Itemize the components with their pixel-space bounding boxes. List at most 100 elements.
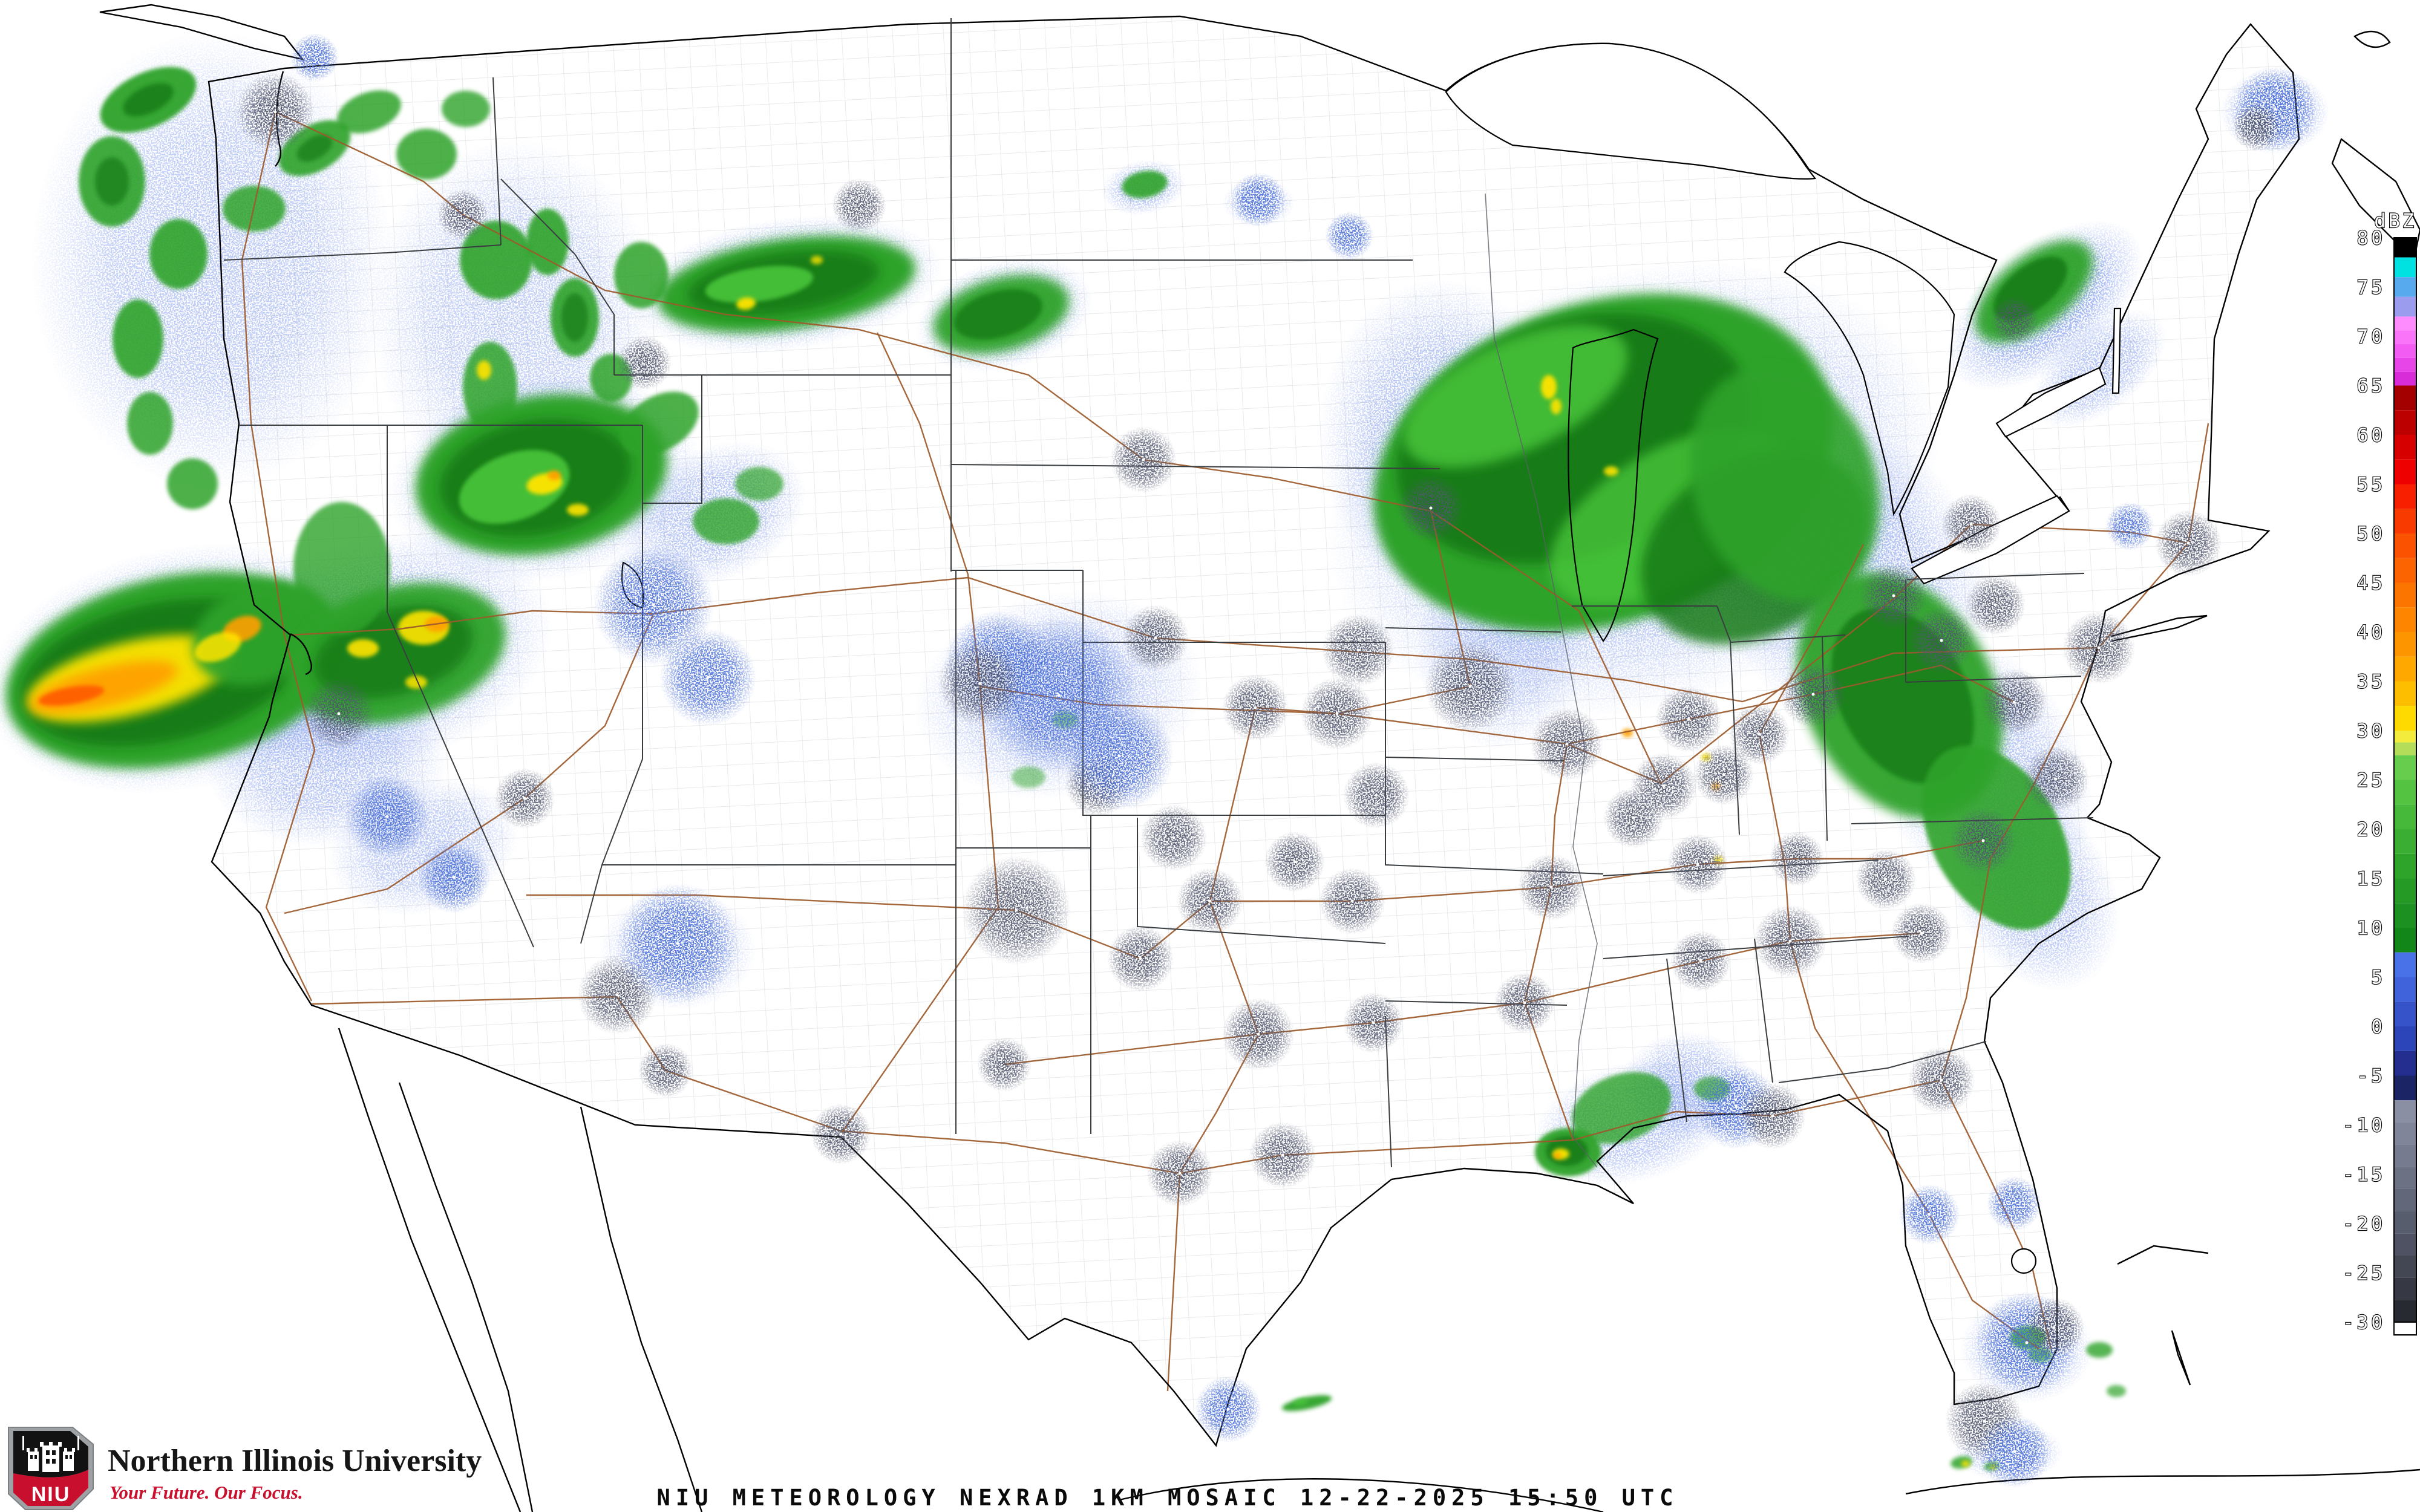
radar-site-center-dot (1293, 860, 1297, 864)
dbz-color-segment (2394, 681, 2416, 706)
dbz-color-segment (2394, 533, 2416, 558)
dbz-tick-label: 65 (2357, 376, 2386, 397)
radar-site-center-dot (839, 1132, 843, 1136)
dbz-colorbar (2393, 237, 2417, 1336)
dbz-tick-label: -30 (2343, 1312, 2386, 1334)
dbz-color-segment (2394, 755, 2416, 780)
dbz-colorbar-white-cap (2393, 1321, 2417, 1336)
dbz-color-segment (2394, 632, 2416, 657)
radar-site-center-dot (2186, 541, 2190, 545)
dbz-colorbar-outline (2393, 237, 2417, 1336)
niu-shield-bottom (13, 1470, 88, 1506)
dbz-tick-label: 0 (2371, 1016, 2386, 1038)
radar-echo (459, 449, 570, 524)
radar-echo (296, 134, 333, 162)
dbz-tick-label: 60 (2357, 425, 2386, 446)
dbz-color-segment (2394, 928, 2416, 953)
mississippi-river (1485, 193, 1598, 1168)
dbz-tick-label: 20 (2357, 819, 2386, 841)
radar-site-center-dot (1142, 458, 1145, 461)
radar-site-center-dot (676, 942, 679, 945)
radar-site-center-dot (1429, 506, 1433, 510)
radar-clutter-layer (236, 33, 2317, 1488)
dbz-color-segment (2394, 316, 2416, 331)
radar-clutter-site (437, 189, 488, 240)
radar-echo (123, 83, 174, 117)
radar-clutter-site (1987, 1176, 2041, 1231)
radar-site-center-dot (1117, 754, 1121, 758)
radar-site-center-dot (1350, 899, 1354, 903)
dbz-color-segment (2394, 1075, 2416, 1101)
radar-site-center-dot (978, 682, 982, 685)
radar-site-center-dot (337, 712, 341, 715)
radar-echo (30, 30, 393, 490)
radar-site-center-dot (652, 603, 655, 607)
radar-site-center-dot (1983, 1419, 1986, 1423)
radar-site-center-dot (2012, 700, 2016, 704)
dbz-tick-label: -15 (2343, 1164, 2386, 1186)
radar-site-center-dot (523, 797, 526, 800)
radar-echo (2107, 1385, 2126, 1397)
radar-echo (477, 360, 491, 380)
dbz-color-segment (2394, 385, 2416, 411)
radar-echo (1551, 399, 1562, 414)
radar-site-center-dot (273, 110, 277, 114)
radar-echo (337, 90, 401, 134)
dbz-color-segment (2394, 607, 2416, 632)
radar-site-center-dot (1015, 908, 1018, 912)
dbz-color-segment (2394, 1051, 2416, 1076)
radar-site-center-dot (1208, 899, 1212, 903)
dbz-color-segment (2394, 1300, 2416, 1322)
radar-site-center-dot (1257, 1032, 1260, 1036)
dbz-color-segment (2394, 582, 2416, 608)
radar-site-center-dot (1565, 742, 1569, 746)
radar-site-center-dot (1928, 1213, 1931, 1216)
dbz-color-segment (2394, 484, 2416, 509)
radar-echo (567, 504, 589, 516)
radar-clutter-site (1770, 832, 1824, 886)
radar-site-center-dot (1696, 862, 1699, 866)
dbz-legend: dBZ 80757065605550454035302520151050-5-1… (2342, 209, 2417, 1336)
radar-site-center-dot (1920, 931, 1923, 935)
dbz-color-segment (2394, 459, 2416, 484)
radar-echo (2086, 1342, 2113, 1358)
dbz-tick-label: -20 (2343, 1213, 2386, 1235)
dbz-color-segment (2394, 804, 2416, 829)
dbz-color-segment (2394, 731, 2416, 743)
radar-echo (1122, 171, 1168, 198)
radar-site-center-dot (1940, 639, 1943, 642)
bahamas (2117, 1245, 2209, 1386)
dbz-color-segment (2394, 558, 2416, 583)
dbz-color-segment (2394, 1277, 2416, 1300)
radar-echo (1554, 1153, 1561, 1159)
dbz-color-segment (2394, 1167, 2416, 1189)
radar-site-center-dot (1281, 1153, 1284, 1157)
dbz-color-segment (2394, 952, 2416, 977)
radar-site-center-dot (1154, 636, 1157, 640)
niu-acronym-label: NIU (31, 1483, 71, 1506)
radar-clutter-site (977, 1037, 1032, 1092)
radar-site-center-dot (1375, 793, 1378, 797)
radar-clutter-site (617, 336, 672, 390)
radar-site-center-dot (1993, 603, 1997, 607)
dbz-tick-label: 15 (2357, 868, 2386, 890)
dbz-color-segment (2394, 410, 2416, 435)
radar-echo (561, 293, 588, 342)
radar-echo (811, 256, 823, 264)
radar-clutter-site (1990, 296, 2039, 345)
radar-site-center-dot (2054, 777, 2058, 781)
dbz-tick-label: 5 (2371, 967, 2386, 989)
radar-echo (167, 458, 218, 509)
dbz-color-segment (2394, 903, 2416, 928)
radar-site-center-dot (452, 875, 456, 879)
radar-site-center-dot (1969, 523, 1973, 526)
radar-site-center-dot (1981, 839, 1985, 842)
dbz-tick-label: 25 (2357, 770, 2386, 792)
radar-echo (526, 209, 569, 275)
radar-echo (614, 242, 669, 308)
dbz-color-segment (2394, 977, 2416, 1002)
radar-site-center-dot (1226, 1407, 1230, 1411)
university-tagline: Your Future. Our Focus. (110, 1482, 303, 1503)
radar-site-center-dot (1632, 816, 1635, 820)
